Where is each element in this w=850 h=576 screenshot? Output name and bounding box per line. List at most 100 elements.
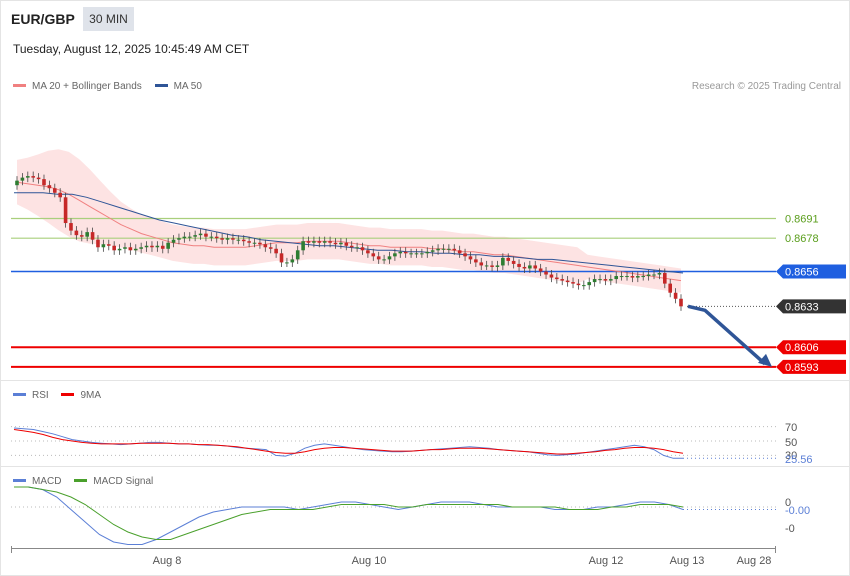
candle-body: [20, 177, 25, 181]
macd-panel: 0 -0.00 -0: [11, 486, 810, 545]
candle-body: [673, 292, 678, 299]
level-value-label: 0.8691: [785, 214, 819, 226]
candle-body: [344, 242, 349, 246]
candle-body: [668, 283, 673, 293]
candle-body: [430, 250, 435, 252]
last-price-tag: [776, 299, 846, 314]
rsi-level-50: 50: [785, 437, 797, 449]
legend-label: MA 50: [173, 81, 202, 92]
x-tick-label: Aug 10: [352, 555, 387, 567]
candle-body: [166, 242, 170, 249]
target-1-tag: [776, 340, 846, 355]
timeframe-badge[interactable]: 30 MIN: [83, 7, 134, 31]
candle-body: [112, 245, 116, 251]
macd-signal-swatch: [74, 478, 88, 482]
x-tick-label: Aug 28: [737, 555, 772, 567]
candle-body: [15, 180, 19, 186]
candle-body: [209, 236, 214, 238]
candle-body: [258, 242, 262, 245]
legend-item-macd: MACD: [13, 476, 61, 487]
candle-body: [182, 236, 187, 239]
legend-item-macd-signal: MACD Signal: [74, 476, 153, 487]
candle-body: [484, 265, 489, 267]
candle-body: [117, 248, 122, 251]
candle-body: [549, 274, 554, 278]
candle-body: [85, 232, 89, 237]
candle-body: [52, 188, 57, 193]
9ma-swatch: [61, 392, 75, 396]
candle-body: [582, 285, 586, 287]
candle-body: [128, 247, 133, 251]
candle-body: [587, 282, 592, 286]
rsi-level-70: 70: [785, 422, 797, 434]
candle-body: [274, 248, 278, 254]
candle-body: [236, 239, 241, 241]
candle-body: [155, 245, 160, 248]
candle-body: [317, 241, 322, 243]
candle-body: [106, 244, 111, 246]
ma50-line: [14, 192, 684, 274]
macd-level-zero: 0: [785, 497, 791, 509]
candle-body: [247, 241, 251, 243]
x-tick-label: Aug 8: [153, 555, 182, 567]
timestamp: Tuesday, August 12, 2025 10:45:49 AM CET: [13, 42, 250, 56]
candle-body: [436, 248, 440, 251]
candle-body: [123, 247, 127, 249]
rsi-panel: 70 50 30 25.56: [11, 422, 813, 466]
macd-line: [14, 486, 684, 545]
candle-body: [614, 276, 619, 280]
candle-body: [636, 276, 640, 278]
forecast-arrow: [687, 304, 767, 366]
level-value-label: 0.8633: [785, 301, 819, 313]
candle-body: [204, 233, 208, 237]
legend-item-9ma: 9MA: [61, 390, 101, 401]
candle-body: [355, 247, 359, 249]
candle-body: [371, 253, 376, 257]
legend-item-ma20: MA 20 + Bollinger Bands: [13, 81, 142, 92]
copyright: Research © 2025 Trading Central: [691, 81, 841, 92]
ma20-line: [16, 181, 682, 282]
candle-body: [74, 230, 79, 236]
candle-body: [69, 223, 73, 231]
rsi-legend: RSI 9MA: [13, 390, 111, 401]
candle-body: [171, 239, 176, 243]
candle-body: [312, 241, 316, 243]
rsi-ma9-line: [13, 429, 684, 455]
legend-label: RSI: [32, 390, 49, 401]
candle-body: [150, 245, 154, 248]
candle-body: [90, 232, 95, 240]
candle-body: [403, 251, 408, 254]
candle-body: [160, 245, 165, 249]
candle-body: [646, 274, 651, 277]
symbol-title: EUR/GBP: [11, 11, 75, 27]
macd-legend: MACD MACD Signal: [13, 476, 163, 487]
candle-body: [220, 238, 224, 240]
candle-body: [452, 248, 457, 251]
candle-body: [544, 271, 548, 275]
candle-body: [177, 238, 181, 240]
candle-body: [279, 253, 284, 263]
candle-body: [630, 276, 635, 278]
x-axis: Aug 8 Aug 10 Aug 12 Aug 13 Aug 28: [11, 546, 776, 567]
candle-body: [252, 242, 257, 244]
candle-body: [36, 177, 41, 180]
candle-body: [528, 265, 532, 269]
candle-body: [31, 176, 35, 178]
candle-body: [463, 253, 467, 257]
main-legend: MA 20 + Bollinger Bands MA 50: [13, 81, 212, 92]
candle-body: [339, 242, 343, 245]
legend-label: MA 20 + Bollinger Bands: [32, 81, 142, 92]
candle-body: [598, 279, 602, 281]
rsi-level-30: 30: [785, 450, 797, 462]
macd-signal-line: [14, 486, 684, 540]
level-value-label: 0.8678: [785, 233, 819, 245]
candle-body: [285, 262, 289, 264]
candle-body: [241, 239, 246, 242]
candle-body: [474, 259, 478, 263]
candle-body: [555, 277, 559, 280]
candle-body: [306, 241, 311, 243]
candle-body: [447, 248, 451, 250]
candle-body: [603, 279, 608, 281]
candle-body: [663, 273, 667, 284]
